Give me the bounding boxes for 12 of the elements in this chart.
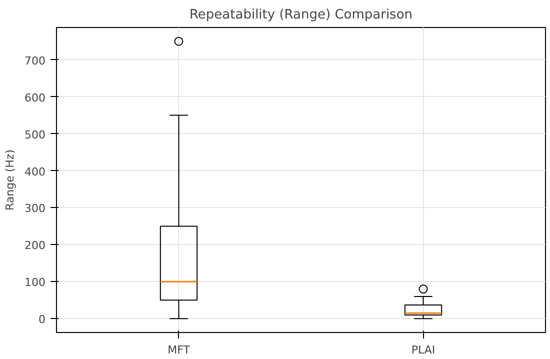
y-tick-label: 100 xyxy=(24,276,46,290)
y-tick-label: 400 xyxy=(24,165,46,178)
y-tick-label: 200 xyxy=(24,239,46,252)
x-tick-label: MFT xyxy=(168,344,190,356)
y-tick-label: 600 xyxy=(24,91,46,104)
y-tick-label: 700 xyxy=(24,54,46,68)
y-tick-label: 0 xyxy=(38,313,46,326)
x-tick-label: PLAI xyxy=(411,344,436,356)
chart-title: Repeatability (Range) Comparison xyxy=(189,8,413,22)
y-tick-label: 500 xyxy=(24,128,46,142)
y-axis-title: Range (Hz) xyxy=(4,149,17,210)
y-tick-label: 300 xyxy=(24,202,46,216)
